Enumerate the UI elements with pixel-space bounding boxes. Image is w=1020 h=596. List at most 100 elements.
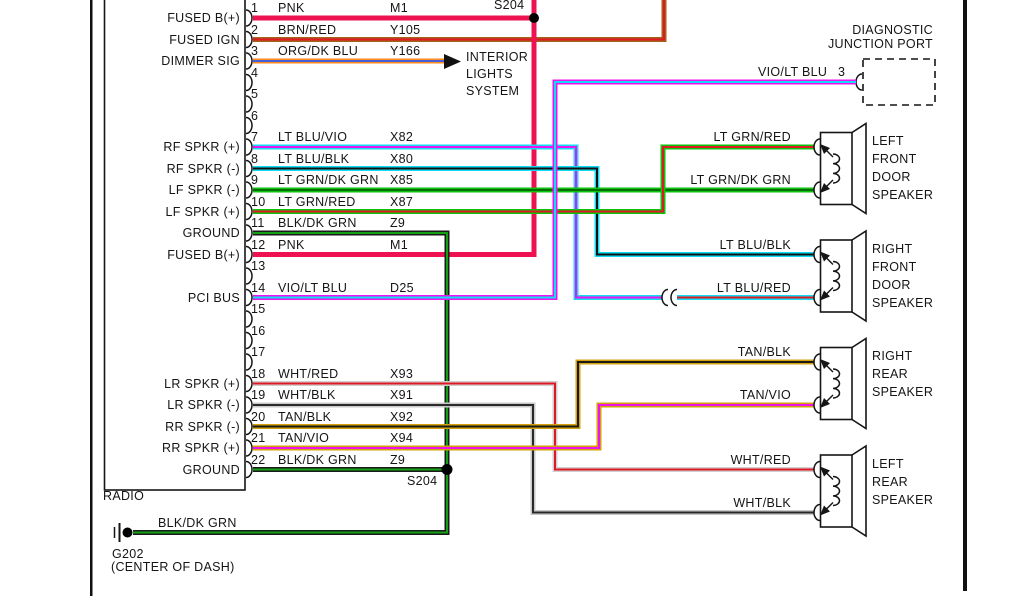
- speaker-name: DOOR: [872, 277, 911, 292]
- pin-signal-label: RF SPKR (-): [166, 161, 240, 176]
- pin-wire-name: VIO/LT BLU: [278, 280, 348, 295]
- speaker-arrow-icon: [825, 472, 834, 480]
- pin-signal-label: GROUND: [182, 462, 240, 477]
- ground-location-label: (CENTER OF DASH): [111, 560, 235, 574]
- pin-terminal-arc: [245, 288, 253, 307]
- pin-wire-name: PNK: [278, 1, 305, 15]
- speaker-name: SPEAKER: [872, 385, 934, 399]
- splice-dot-s204-bottom: [441, 464, 453, 475]
- pin-wire-name: ORG/DK BLU: [278, 44, 359, 58]
- pin-wire-name: PNK: [278, 237, 305, 252]
- speaker-cone: [851, 337, 867, 430]
- wire-fused-b-pin12: [253, 0, 537, 257]
- speaker-arrow-icon: [825, 257, 834, 265]
- speaker-arrow-icon: [820, 183, 830, 193]
- speaker-name: SPEAKER: [872, 188, 934, 202]
- pin-signal-label: FUSED B(+): [167, 247, 240, 262]
- speaker-arrow-icon: [820, 398, 830, 408]
- splice-dot-s204-top: [529, 13, 539, 23]
- wire-ground-pin11-stripe: [253, 232, 448, 470]
- speaker-arrow-icon: [825, 394, 834, 403]
- speaker-wire-label: TAN/BLK: [737, 345, 791, 359]
- pin-circuit-code: Z9: [390, 452, 406, 467]
- ground-wire-label: BLK/DK GRN: [158, 516, 237, 530]
- pin-circuit-code: X85: [390, 173, 414, 187]
- pin-number: 1: [251, 1, 259, 15]
- speaker-name: SPEAKER: [872, 492, 934, 507]
- speaker-name: FRONT: [872, 259, 917, 274]
- radio-connector-box: [103, 0, 246, 491]
- pin-circuit-code: M1: [390, 237, 408, 252]
- speaker-arrow-icon: [820, 144, 830, 154]
- pin-signal-label: GROUND: [182, 226, 240, 240]
- speaker-basket: [819, 454, 853, 528]
- speaker-arrow-icon: [825, 149, 834, 158]
- speaker-name: REAR: [872, 367, 908, 381]
- pin-terminal-arc: [245, 331, 253, 350]
- speaker-name: DOOR: [872, 170, 911, 184]
- pin-number: 9: [251, 173, 259, 187]
- wire-fused-ign-stripe: [253, 0, 665, 41]
- pin-wire-name: LT GRN/RED: [278, 194, 356, 209]
- pin-number: 22: [251, 452, 266, 467]
- wire-lr-spkr-neg-stripe: [253, 404, 814, 514]
- pin-number: 16: [251, 323, 266, 338]
- pin-number: 14: [251, 280, 266, 295]
- wire-rr-spkr-neg-stripe: [253, 361, 814, 428]
- pin-circuit-code: M1: [390, 1, 408, 15]
- pin-circuit-code: X82: [390, 130, 414, 144]
- ground-name-label: G202: [112, 547, 144, 561]
- wire-pci-bus-stripe: [253, 81, 856, 299]
- pin-number: 7: [251, 130, 259, 144]
- pin-wire-name: BLK/DK GRN: [278, 452, 357, 467]
- pin-number: 19: [251, 388, 266, 402]
- pin-terminal-arc: [245, 52, 253, 70]
- pin-number: 2: [251, 22, 259, 37]
- pin-signal-label: LR SPKR (-): [167, 398, 240, 412]
- pin-wire-name: BRN/RED: [278, 22, 337, 37]
- inline-connector-arc: [670, 288, 678, 307]
- speaker-coil: [832, 475, 841, 507]
- pin-terminal-arc: [245, 396, 253, 414]
- speaker-basket: [819, 239, 853, 313]
- pin-terminal-arc: [245, 116, 253, 135]
- pin-circuit-code: X91: [390, 388, 414, 402]
- pin-number: 12: [251, 237, 266, 252]
- speaker-coil: [832, 368, 841, 399]
- pin-wire-name: TAN/VIO: [278, 431, 330, 445]
- pin-circuit-code: Z9: [390, 216, 406, 230]
- pin-circuit-code: D25: [390, 280, 414, 295]
- speaker-cone: [851, 444, 867, 538]
- pin-signal-label: RF SPKR (+): [163, 140, 240, 154]
- pin-wire-name: LT BLU/VIO: [278, 130, 348, 144]
- pin-number: 3: [251, 44, 259, 58]
- speaker-coil: [832, 260, 841, 292]
- speaker-arrow-icon: [820, 505, 830, 516]
- wire-g202-ground-stripe: [133, 469, 448, 534]
- diagnostic-junction-port-box: [862, 58, 936, 106]
- speaker-terminal-arc: [813, 138, 821, 156]
- pin-signal-label: LF SPKR (-): [168, 183, 240, 197]
- splice-label-top: S204: [494, 0, 525, 12]
- speaker-terminal-arc: [813, 503, 821, 522]
- speaker-name: RIGHT: [872, 241, 913, 256]
- pin-terminal-arc: [245, 374, 253, 393]
- pin-terminal-arc: [245, 417, 253, 436]
- pin-number: 13: [251, 259, 266, 273]
- pin-terminal-arc: [245, 138, 253, 156]
- diagnostic-port-terminal-arc: [855, 73, 863, 91]
- pin-wire-name: BLK/DK GRN: [278, 216, 357, 230]
- pin-number: 11: [251, 216, 265, 230]
- pin-signal-label: RR SPKR (+): [162, 441, 240, 455]
- pin-number: 6: [251, 108, 259, 123]
- interior-lights-label-line2: LIGHTS: [466, 67, 513, 81]
- pin-signal-label: LR SPKR (+): [164, 376, 240, 391]
- speaker-basket: [819, 346, 853, 421]
- pin-terminal-arc: [245, 267, 253, 285]
- speaker-arrow-icon: [820, 290, 830, 301]
- pin-wire-name: WHT/RED: [278, 366, 339, 381]
- speaker-arrow-icon: [825, 287, 834, 295]
- speaker-name: REAR: [872, 474, 908, 489]
- pin-circuit-code: X80: [390, 151, 414, 166]
- pin-number: 21: [251, 431, 266, 445]
